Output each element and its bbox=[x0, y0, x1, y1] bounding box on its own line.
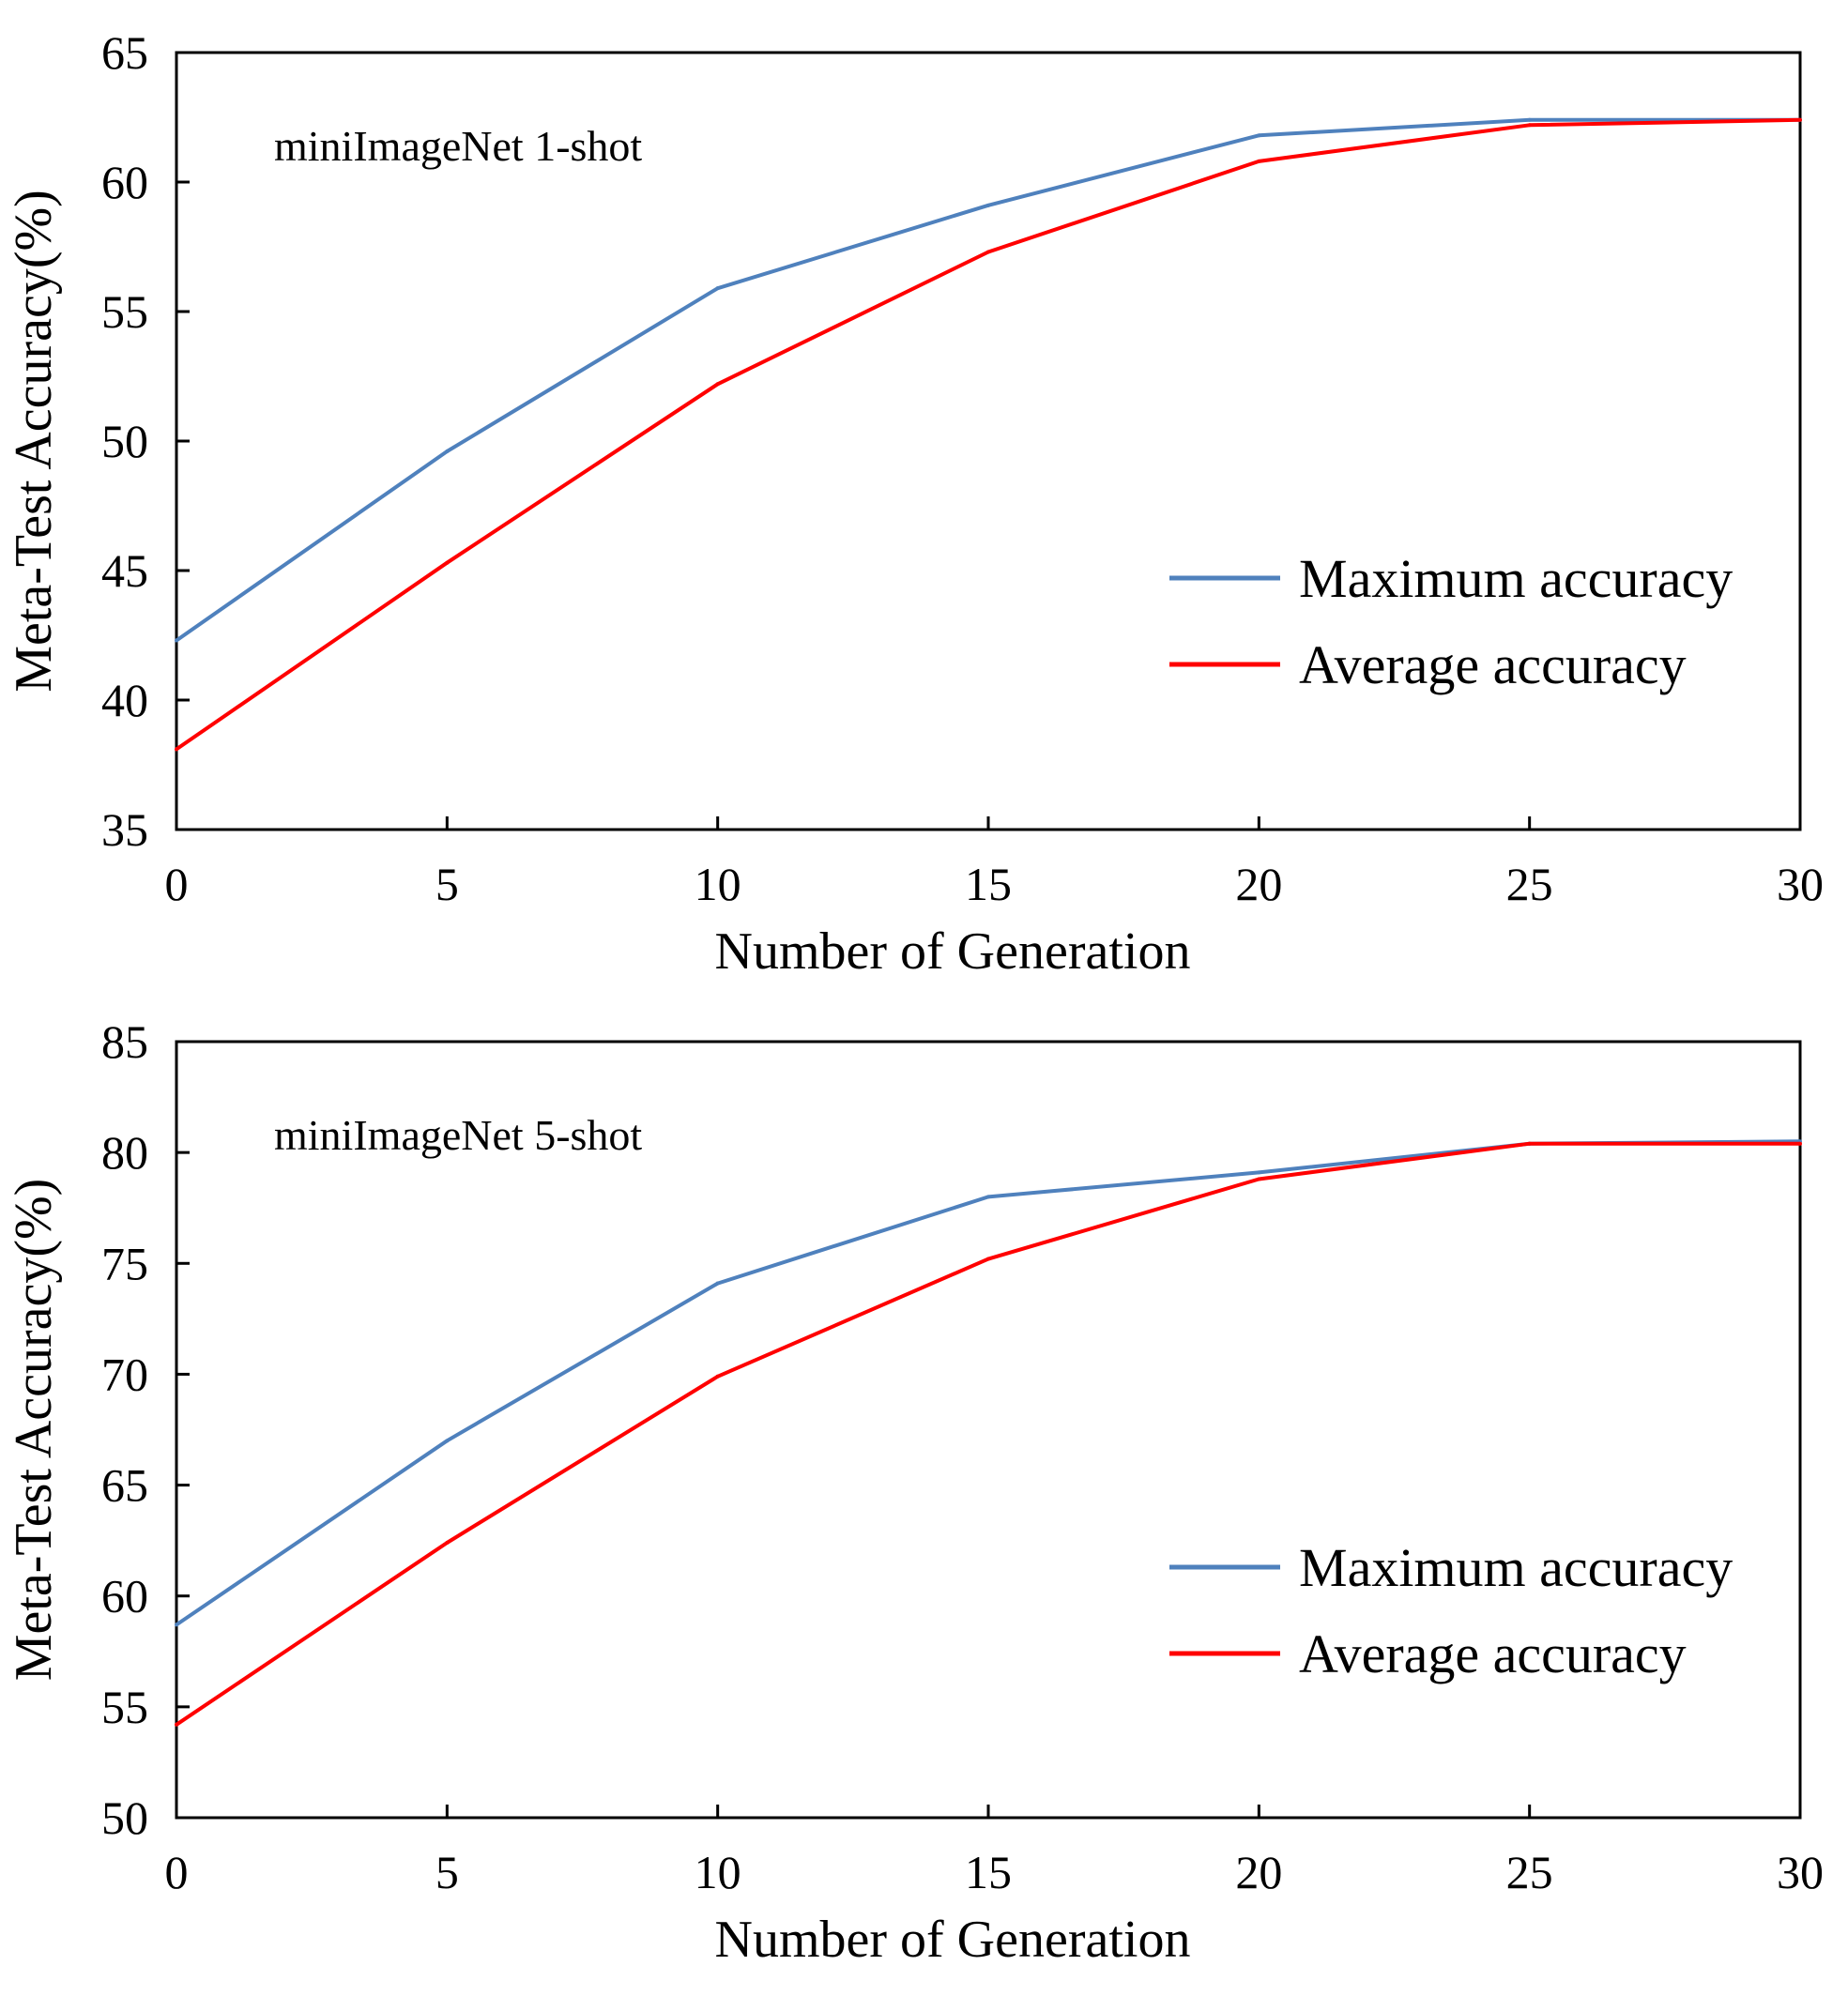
data-point bbox=[715, 382, 720, 387]
x-tick-label: 10 bbox=[695, 858, 741, 910]
data-point bbox=[1257, 159, 1261, 163]
data-point bbox=[445, 449, 450, 454]
data-point bbox=[1798, 117, 1802, 122]
data-point bbox=[1257, 1177, 1261, 1181]
x-tick-label: 0 bbox=[165, 1846, 189, 1898]
y-axis-title: Meta-Test Accuracy(%) bbox=[5, 190, 63, 693]
data-point bbox=[175, 638, 178, 643]
y-tick-label: 50 bbox=[101, 1791, 148, 1844]
legend: Maximum accuracy Average accuracy bbox=[1169, 548, 1733, 695]
data-point bbox=[986, 1257, 990, 1261]
data-point bbox=[715, 1281, 720, 1286]
x-tick-label: 25 bbox=[1506, 858, 1553, 910]
data-point bbox=[175, 747, 178, 752]
y-tick-label: 35 bbox=[101, 803, 148, 856]
legend-label: Maximum accuracy bbox=[1299, 548, 1733, 609]
data-point bbox=[1257, 1170, 1261, 1175]
x-tick-label: 5 bbox=[435, 858, 459, 910]
y-tick-label: 40 bbox=[101, 674, 148, 726]
x-tick-label: 20 bbox=[1235, 858, 1282, 910]
data-point bbox=[715, 286, 720, 291]
data-point bbox=[175, 1623, 178, 1627]
chart-panel-2: 50 55 60 65 70 75 80 85 0 5 10 15 20 25 30 Number of Ge… bbox=[5, 1015, 1824, 1969]
legend-label: Average accuracy bbox=[1299, 634, 1687, 695]
y-tick-label: 70 bbox=[101, 1348, 148, 1400]
data-point bbox=[445, 560, 450, 565]
data-point bbox=[715, 1374, 720, 1379]
x-tick-label: 15 bbox=[965, 858, 1012, 910]
legend-label: Maximum accuracy bbox=[1299, 1537, 1733, 1598]
y-tick-label: 65 bbox=[101, 1459, 148, 1512]
x-axis-title: Number of Generation bbox=[715, 1911, 1191, 1969]
y-axis-title: Meta-Test Accuracy(%) bbox=[5, 1179, 63, 1682]
data-point bbox=[986, 203, 990, 207]
chart-panel-1: 35 40 45 50 55 60 65 0 5 10 15 20 25 30 Number of Gene… bbox=[5, 26, 1824, 981]
y-tick-label: 50 bbox=[101, 415, 148, 467]
legend-label: Average accuracy bbox=[1299, 1623, 1687, 1684]
data-point bbox=[1527, 123, 1532, 128]
y-tick-label: 65 bbox=[101, 26, 148, 79]
data-point bbox=[445, 1439, 450, 1443]
x-tick-label: 0 bbox=[165, 858, 189, 910]
panel-annotation: miniImageNet 1-shot bbox=[274, 122, 642, 170]
x-tick-label: 20 bbox=[1235, 1846, 1282, 1898]
x-tick-label: 30 bbox=[1777, 858, 1824, 910]
y-tick-label: 60 bbox=[101, 156, 148, 208]
data-point bbox=[1527, 117, 1532, 122]
data-point bbox=[1527, 1141, 1532, 1146]
x-tick-label: 25 bbox=[1506, 1846, 1553, 1898]
x-tick-label: 10 bbox=[695, 1846, 741, 1898]
y-tick-label: 60 bbox=[101, 1570, 148, 1623]
x-tick-label: 5 bbox=[435, 1846, 459, 1898]
x-tick-label: 15 bbox=[965, 1846, 1012, 1898]
y-tick-label: 55 bbox=[101, 1681, 148, 1733]
y-tick-label: 55 bbox=[101, 285, 148, 338]
data-point bbox=[1798, 1141, 1802, 1146]
data-point bbox=[986, 1195, 990, 1199]
x-axis-title: Number of Generation bbox=[715, 922, 1191, 981]
y-tick-label: 75 bbox=[101, 1237, 148, 1289]
y-tick-label: 80 bbox=[101, 1126, 148, 1179]
y-tick-label: 45 bbox=[101, 544, 148, 597]
y-tick-label: 85 bbox=[101, 1015, 148, 1068]
data-point bbox=[1257, 133, 1261, 138]
data-point bbox=[445, 1541, 450, 1546]
x-tick-label: 30 bbox=[1777, 1846, 1824, 1898]
panel-annotation: miniImageNet 5-shot bbox=[274, 1111, 642, 1159]
legend: Maximum accuracy Average accuracy bbox=[1169, 1537, 1733, 1684]
data-point bbox=[175, 1722, 178, 1727]
data-point bbox=[986, 250, 990, 254]
